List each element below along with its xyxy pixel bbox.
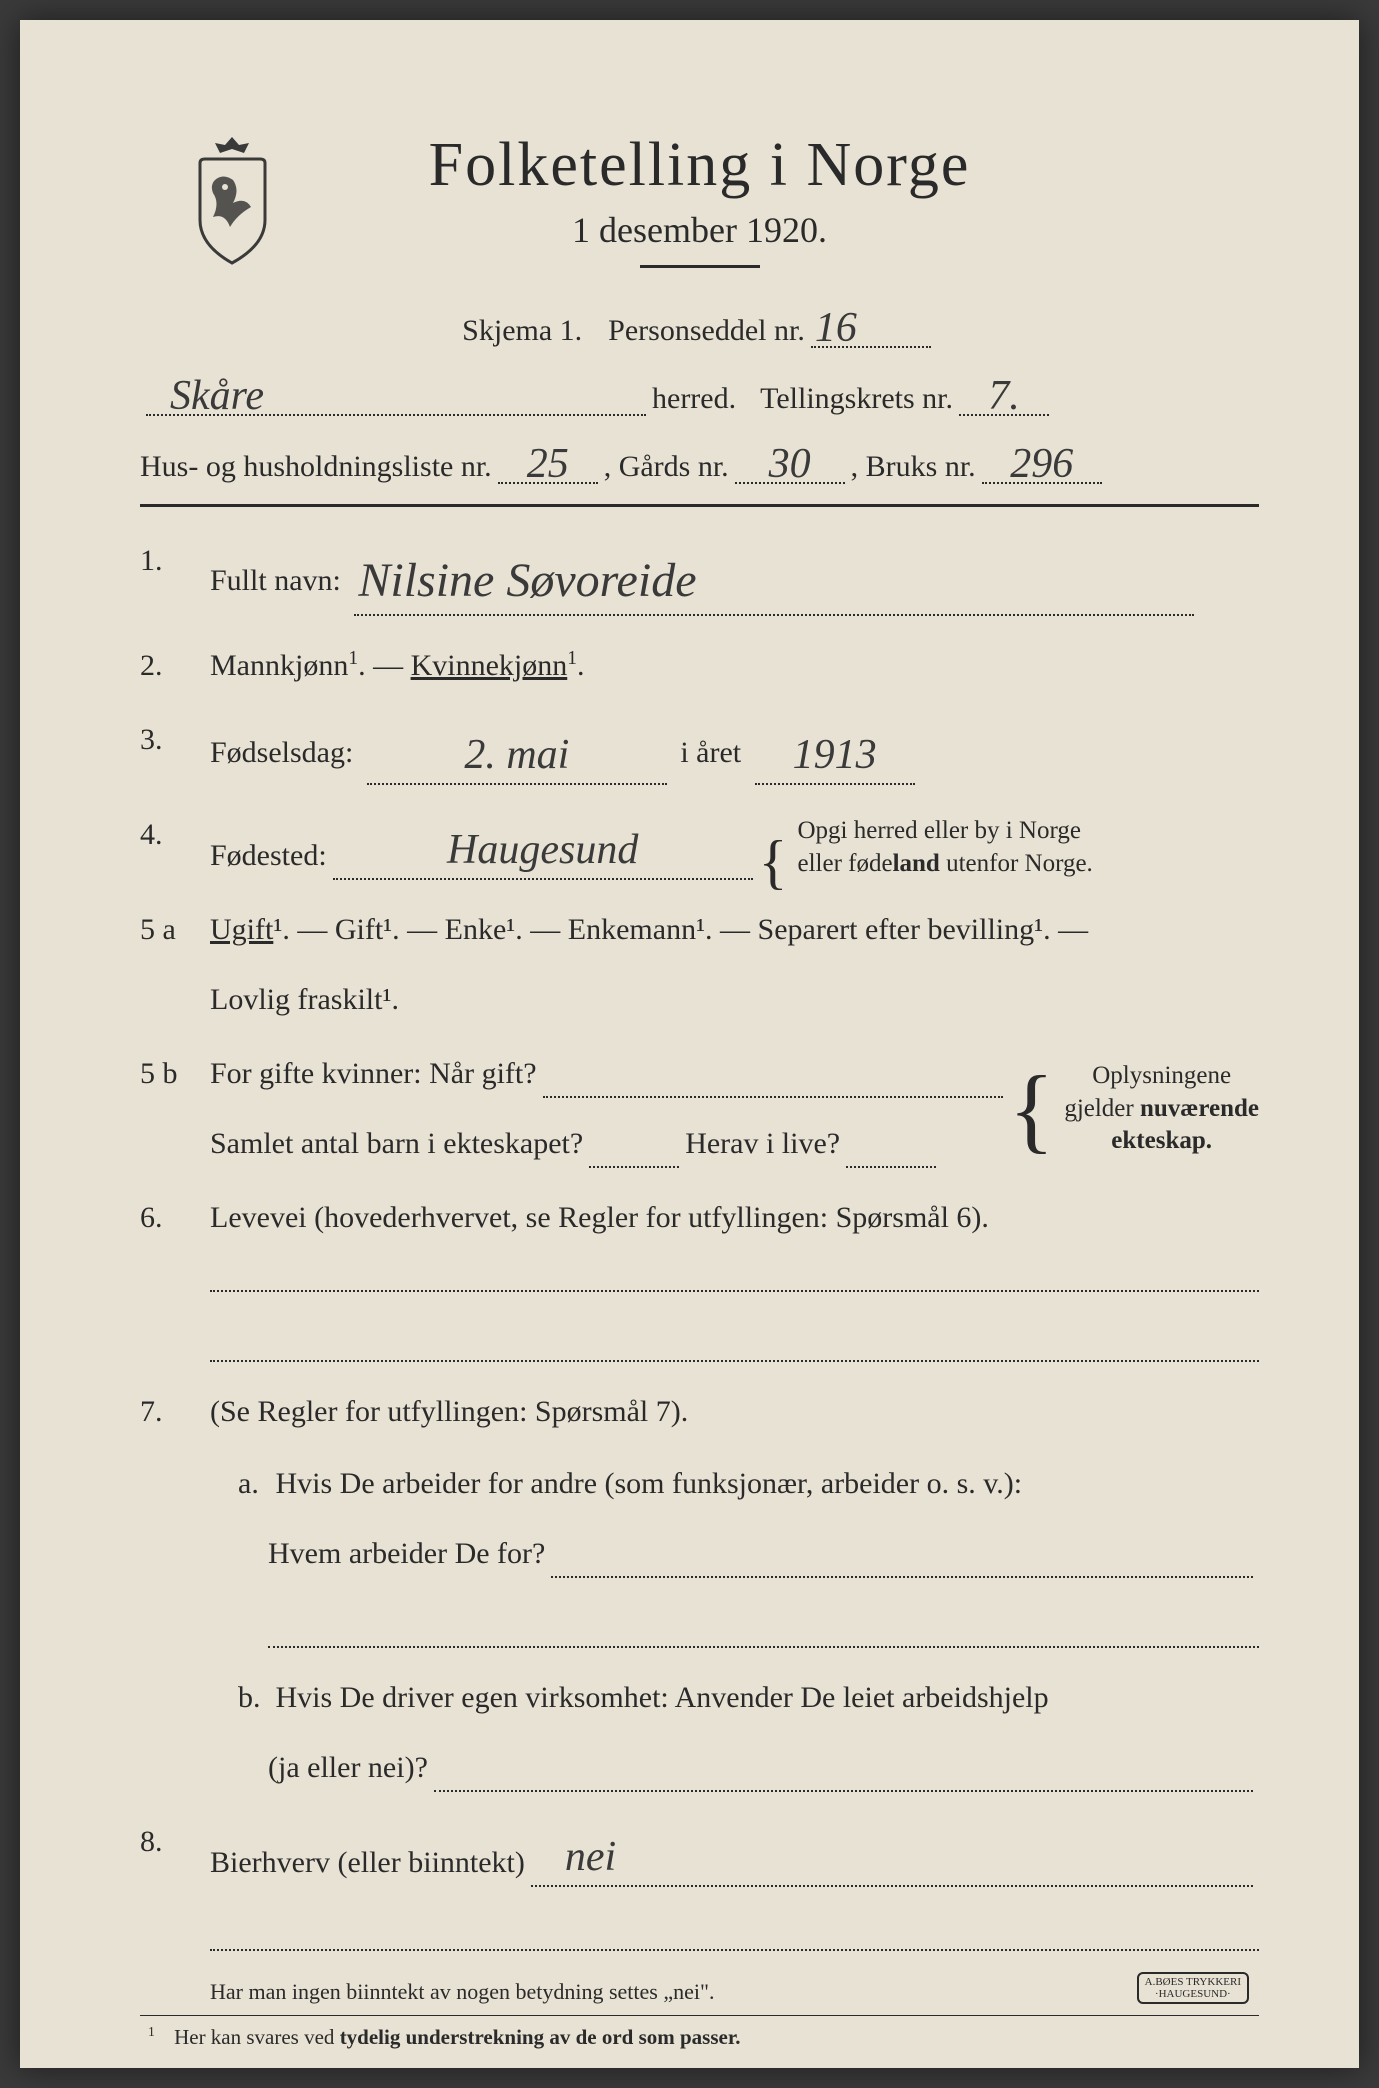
herred-row: Skåre herred. Tellingskrets nr. 7.: [140, 366, 1259, 416]
q7a-l2: Hvem arbeider De for?: [268, 1530, 545, 1578]
q3-year-field: 1913: [755, 716, 915, 785]
herred-label: herred.: [652, 382, 736, 416]
q6-text: Levevei (hovederhvervet, se Regler for u…: [210, 1201, 989, 1234]
hus-label: Hus- og husholdningsliste nr.: [140, 450, 492, 484]
q8-value: nei: [535, 1834, 616, 1880]
title-divider: [640, 265, 760, 268]
form-date: 1 desember 1920.: [140, 209, 1259, 251]
q5b-note: Oplysningene gjelder nuværende ekteskap.: [1064, 1060, 1259, 1158]
q7b-letter: b.: [238, 1674, 268, 1722]
hus-row: Hus- og husholdningsliste nr. 25 , Gårds…: [140, 434, 1259, 484]
q3-label: Fødselsdag:: [210, 736, 353, 769]
gards-nr: 30: [769, 441, 811, 487]
q4-num: 4.: [140, 811, 210, 859]
form-header: Folketelling i Norge 1 desember 1920.: [140, 130, 1259, 268]
personseddel-nr: 16: [815, 305, 857, 351]
coat-of-arms-icon: [185, 135, 280, 265]
q3: 3. Fødselsdag: 2. mai i året 1913: [140, 716, 1259, 785]
q8-label: Bierhverv (eller biinntekt): [210, 1839, 525, 1887]
q1-field: Nilsine Søvoreide: [354, 537, 1194, 616]
q8-field-2: [210, 1917, 1259, 1951]
brace-icon: {: [759, 844, 788, 880]
q4-label: Fødested:: [210, 832, 327, 880]
q7a-letter: a.: [238, 1460, 268, 1508]
census-form-page: Folketelling i Norge 1 desember 1920. Sk…: [20, 20, 1359, 2068]
q5b: 5 b For gifte kvinner: Når gift? Samlet …: [140, 1050, 1259, 1168]
q2-num: 2.: [140, 642, 210, 690]
tellingskrets-label: Tellingskrets nr.: [760, 382, 953, 416]
q7a-field-2: [268, 1614, 1259, 1648]
q6-field-2: [210, 1328, 1259, 1362]
bruks-nr-field: 296: [982, 434, 1102, 484]
foot-note-1: Har man ingen biinntekt av nogen betydni…: [210, 1979, 1259, 2005]
q5a-line2: Lovlig fraskilt¹.: [210, 976, 1259, 1024]
q2: 2. Mannkjønn1. — Kvinnekjønn1.: [140, 642, 1259, 690]
q6: 6. Levevei (hovederhvervet, se Regler fo…: [140, 1194, 1259, 1362]
q7b-l2: (ja eller nei)?: [268, 1744, 428, 1792]
bruks-label: , Bruks nr.: [851, 450, 976, 484]
q2-dash: —: [373, 649, 411, 682]
tellingskrets-nr: 7.: [988, 373, 1020, 419]
brace-icon: {: [1009, 1081, 1055, 1138]
herred-value: Skåre: [150, 373, 264, 419]
tellingskrets-field: 7.: [959, 366, 1049, 416]
q8-field: nei: [531, 1818, 1253, 1887]
skjema-row: Skjema 1. Personseddel nr. 16: [140, 298, 1259, 348]
q5b-barn-field: [589, 1132, 679, 1168]
q5a-num: 5 a: [140, 906, 210, 954]
skjema-label: Skjema 1.: [462, 314, 582, 348]
hus-nr: 25: [527, 441, 569, 487]
q2-mann: Mannkjønn: [210, 649, 348, 682]
q4-field: Haugesund: [333, 811, 753, 880]
form-title: Folketelling i Norge: [140, 130, 1259, 201]
q3-day: 2. mai: [464, 732, 569, 778]
q6-num: 6.: [140, 1194, 210, 1242]
q1-value: Nilsine Søvoreide: [358, 554, 696, 607]
q4: 4. Fødested: Haugesund { Opgi herred ell…: [140, 811, 1259, 880]
q7-text: (Se Regler for utfyllingen: Spørsmål 7).: [210, 1395, 688, 1428]
printer-stamp: A.BØES TRYKKERI ·HAUGESUND·: [1137, 1972, 1249, 2004]
q1-num: 1.: [140, 537, 210, 585]
q5b-l2a: Samlet antal barn i ekteskapet?: [210, 1120, 583, 1168]
section-divider: [140, 504, 1259, 507]
gards-label: , Gårds nr.: [604, 450, 729, 484]
q8-num: 8.: [140, 1818, 210, 1866]
bruks-nr: 296: [1010, 441, 1073, 487]
q7a-field: [551, 1542, 1253, 1578]
q5b-num: 5 b: [140, 1050, 210, 1098]
q7b-l1: Hvis De driver egen virksomhet: Anvender…: [276, 1681, 1049, 1714]
personseddel-nr-field: 16: [811, 298, 931, 348]
q5b-gift-field: [543, 1062, 1003, 1098]
personseddel-label: Personseddel nr.: [608, 314, 805, 348]
q7b-field: [434, 1756, 1253, 1792]
foot-note-2: 1 Her kan svares ved tydelig understrekn…: [140, 2015, 1259, 2050]
q7a-l1: Hvis De arbeider for andre (som funksjon…: [276, 1467, 1023, 1500]
q1: 1. Fullt navn: Nilsine Søvoreide: [140, 537, 1259, 616]
q3-day-field: 2. mai: [367, 716, 667, 785]
q5b-live-field: [846, 1132, 936, 1168]
q3-year: 1913: [793, 732, 877, 778]
q4-note: Opgi herred eller by i Norge eller fødel…: [797, 815, 1092, 880]
q4-value: Haugesund: [447, 827, 638, 873]
herred-field: Skåre: [146, 366, 646, 416]
q2-kvin: Kvinnekjønn: [411, 649, 568, 682]
q1-label: Fullt navn:: [210, 564, 341, 597]
gards-nr-field: 30: [735, 434, 845, 484]
q3-num: 3.: [140, 716, 210, 764]
hus-nr-field: 25: [498, 434, 598, 484]
q7-num: 7.: [140, 1388, 210, 1436]
q8: 8. Bierhverv (eller biinntekt) nei: [140, 1818, 1259, 1887]
q3-mid: i året: [680, 736, 741, 769]
q7: 7. (Se Regler for utfyllingen: Spørsmål …: [140, 1388, 1259, 1792]
q5b-l1: For gifte kvinner: Når gift?: [210, 1050, 537, 1098]
q6-field-1: [210, 1258, 1259, 1292]
q5b-l2b: Herav i live?: [685, 1120, 840, 1168]
q5a: 5 a Ugift¹. — Gift¹. — Enke¹. — Enkemann…: [140, 906, 1259, 1024]
q5a-options: Ugift¹. — Gift¹. — Enke¹. — Enkemann¹. —…: [210, 913, 1088, 946]
